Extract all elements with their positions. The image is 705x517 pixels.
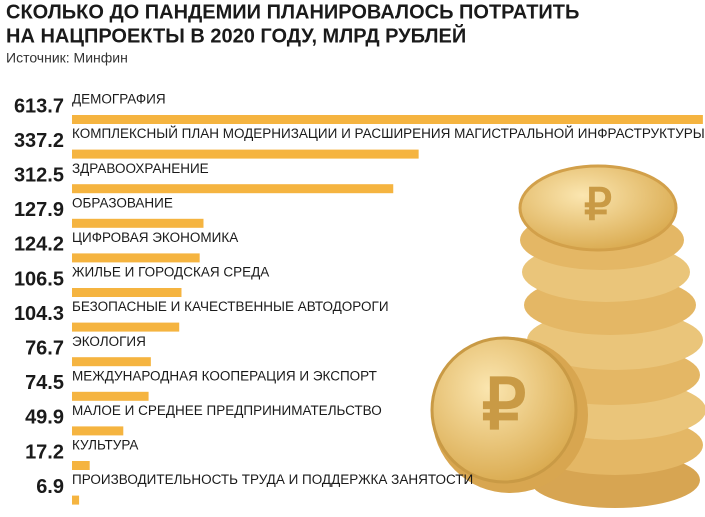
- category-label: ЭКОЛОГИЯ: [72, 334, 146, 349]
- category-label: МАЛОЕ И СРЕДНЕЕ ПРЕДПРИНИМАТЕЛЬСТВО: [72, 403, 382, 418]
- category-label: МЕЖДУНАРОДНАЯ КООПЕРАЦИЯ И ЭКСПОРТ: [72, 368, 377, 383]
- value-label: 6.9: [36, 476, 64, 498]
- category-label: ЖИЛЬЕ И ГОРОДСКАЯ СРЕДА: [72, 265, 269, 280]
- value-label: 104.3: [14, 303, 64, 325]
- category-label: ОБРАЗОВАНИЕ: [72, 195, 173, 210]
- svg-text:₽: ₽: [482, 365, 527, 443]
- bar: [72, 184, 394, 194]
- bar: [72, 115, 703, 124]
- chart-subtitle: Источник: Минфин: [6, 50, 128, 66]
- value-label: 17.2: [25, 441, 64, 463]
- chart-title: СКОЛЬКО ДО ПАНДЕМИИ ПЛАНИРОВАЛОСЬ ПОТРАТ…: [6, 1, 579, 23]
- value-label: 76.7: [25, 337, 64, 359]
- category-label: ЦИФРОВАЯ ЭКОНОМИКА: [72, 230, 238, 245]
- value-label: 312.5: [14, 164, 64, 186]
- bar: [72, 391, 149, 401]
- chart-title: НА НАЦПРОЕКТЫ В 2020 ГОДУ, МЛРД РУБЛЕЙ: [6, 23, 466, 47]
- bar: [72, 357, 151, 367]
- value-label: 613.7: [14, 95, 64, 117]
- bar: [72, 149, 419, 159]
- value-label: 124.2: [14, 234, 64, 256]
- coins-illustration: ₽ ₽: [430, 164, 705, 508]
- category-label: КУЛЬТУРА: [72, 438, 138, 453]
- svg-text:₽: ₽: [584, 181, 612, 230]
- bar: [72, 426, 124, 436]
- bar: [72, 218, 204, 228]
- category-label: ЗДРАВООХРАНЕНИЕ: [72, 161, 209, 176]
- bar: [72, 253, 200, 263]
- category-label: ПРОИЗВОДИТЕЛЬНОСТЬ ТРУДА И ПОДДЕРЖКА ЗАН…: [72, 472, 473, 487]
- bar: [72, 322, 180, 332]
- category-label: ДЕМОГРАФИЯ: [72, 92, 166, 107]
- value-label: 337.2: [14, 130, 64, 152]
- value-label: 106.5: [14, 268, 64, 290]
- category-label: КОМПЛЕКСНЫЙ ПЛАН МОДЕРНИЗАЦИИ И РАСШИРЕН…: [72, 126, 705, 141]
- category-label: БЕЗОПАСНЫЕ И КАЧЕСТВЕННЫЕ АВТОДОРОГИ: [72, 299, 389, 314]
- value-label: 49.9: [25, 407, 64, 429]
- bar: [72, 461, 90, 470]
- bar: [72, 495, 80, 505]
- value-label: 74.5: [25, 372, 64, 394]
- value-label: 127.9: [14, 199, 64, 221]
- bar: [72, 288, 182, 297]
